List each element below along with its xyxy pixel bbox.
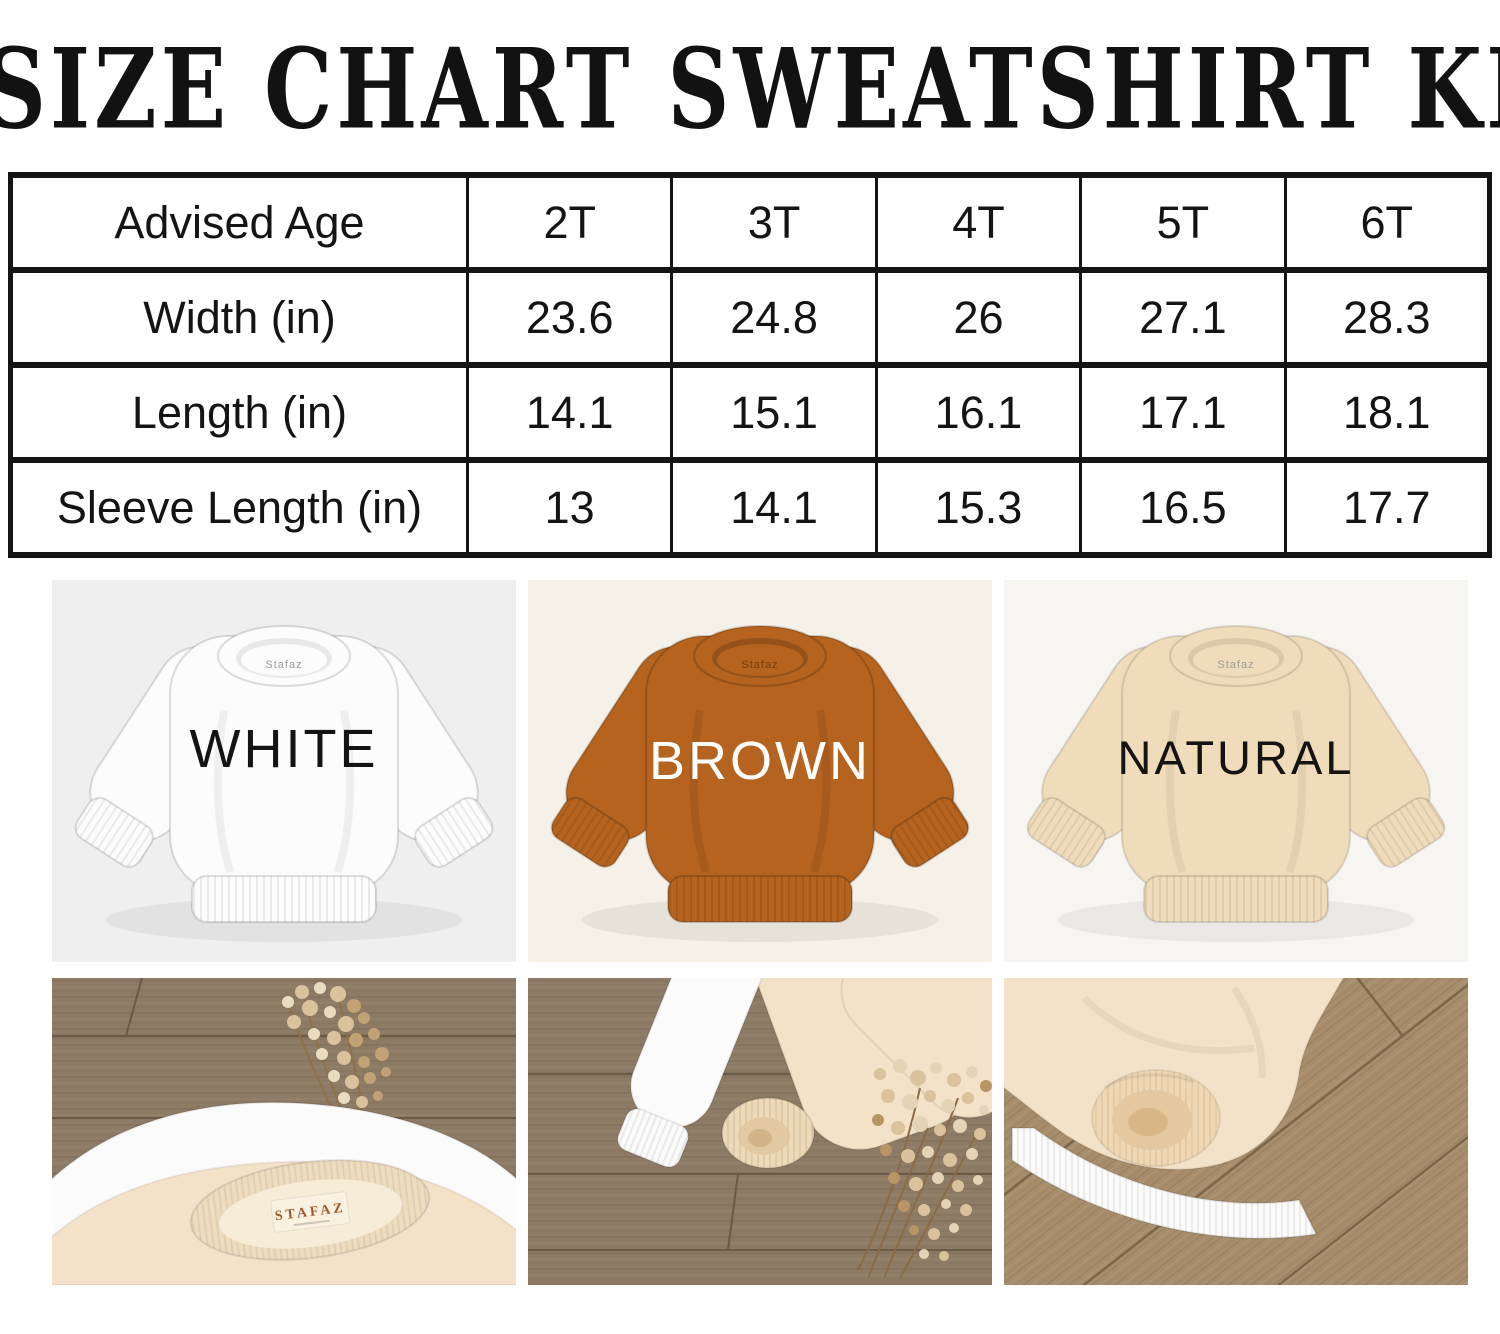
colorway-label-brown: BROWN bbox=[649, 731, 871, 791]
size-cell: 2T bbox=[465, 173, 674, 272]
row-label: Length (in) bbox=[9, 363, 469, 462]
colorway-photo-white: Stafaz WHITE bbox=[52, 580, 516, 962]
value-cell: 14.1 bbox=[670, 458, 878, 557]
row-label: Sleeve Length (in) bbox=[9, 458, 469, 557]
page-title: SIZE CHART SWEATSHIRT KID bbox=[0, 23, 1500, 155]
neck-tag-text: Stafaz bbox=[741, 659, 778, 671]
value-cell: 26 bbox=[874, 268, 1083, 367]
value-cell: 14.1 bbox=[465, 363, 674, 462]
row-label: Width (in) bbox=[9, 268, 469, 367]
colorway-photo-brown: Stafaz BROWN bbox=[528, 580, 992, 962]
size-cell: 4T bbox=[874, 173, 1083, 272]
value-cell: 15.3 bbox=[874, 458, 1083, 557]
table-row-length: Length (in) 14.1 15.1 16.1 17.1 18.1 bbox=[9, 363, 1492, 462]
value-cell: 16.1 bbox=[874, 363, 1083, 462]
table-row-advised-age: Advised Age 2T 3T 4T 5T 6T bbox=[9, 173, 1492, 272]
colorway-photo-natural: Stafaz NATURAL bbox=[1004, 580, 1468, 962]
size-cell: 6T bbox=[1283, 173, 1492, 272]
detail-photo-fabric-closeup bbox=[1004, 978, 1468, 1285]
colorway-label-white: WHITE bbox=[189, 719, 379, 779]
value-cell: 17.1 bbox=[1079, 363, 1287, 462]
sweatshirt-graphic: Stafaz bbox=[74, 625, 494, 942]
size-chart-table: Advised Age 2T 3T 4T 5T 6T Width (in) 23… bbox=[8, 172, 1492, 558]
detail-photo-sleeves bbox=[528, 978, 992, 1285]
row-label: Advised Age bbox=[9, 173, 469, 272]
detail-photo-collars: STAFAZ bbox=[52, 978, 516, 1285]
neck-tag-text: Stafaz bbox=[265, 659, 302, 671]
table-row-width: Width (in) 23.6 24.8 26 27.1 28.3 bbox=[9, 268, 1492, 367]
dried-flower-bouquet-graphic bbox=[857, 1059, 992, 1279]
table-row-sleeve-length: Sleeve Length (in) 13 14.1 15.3 16.5 17.… bbox=[9, 458, 1492, 557]
size-cell: 3T bbox=[670, 173, 878, 272]
sleeves-flatlay-graphic bbox=[528, 978, 992, 1285]
value-cell: 13 bbox=[465, 458, 674, 557]
value-cell: 18.1 bbox=[1283, 363, 1492, 462]
value-cell: 24.8 bbox=[670, 268, 878, 367]
collar-closeup: STAFAZ bbox=[189, 1159, 431, 1261]
title-bar: SIZE CHART SWEATSHIRT KID bbox=[0, 23, 1500, 155]
colorway-label-natural: NATURAL bbox=[1117, 731, 1355, 784]
neck-tag-text: Stafaz bbox=[1217, 659, 1254, 671]
value-cell: 28.3 bbox=[1283, 268, 1492, 367]
dried-flowers-graphic bbox=[282, 982, 391, 1141]
sweatshirt-graphic: Stafaz bbox=[550, 625, 970, 942]
detail-photo-row: STAFAZ bbox=[52, 978, 1468, 1285]
value-cell: 27.1 bbox=[1079, 268, 1287, 367]
colorway-photo-row: Stafaz WHITE bbox=[52, 580, 1468, 962]
size-cell: 5T bbox=[1079, 173, 1287, 272]
collars-flatlay-graphic: STAFAZ bbox=[52, 978, 516, 1285]
value-cell: 17.7 bbox=[1283, 458, 1492, 557]
value-cell: 15.1 bbox=[670, 363, 878, 462]
value-cell: 23.6 bbox=[465, 268, 674, 367]
value-cell: 16.5 bbox=[1079, 458, 1287, 557]
fabric-closeup-graphic bbox=[1004, 978, 1468, 1285]
sweatshirt-graphic: Stafaz bbox=[1026, 625, 1446, 942]
